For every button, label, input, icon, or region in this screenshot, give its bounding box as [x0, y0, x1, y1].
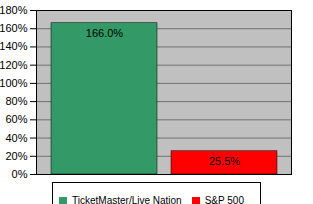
svg-text:160%: 160% [0, 22, 28, 34]
svg-text:40%: 40% [5, 132, 27, 144]
svg-text:140%: 140% [0, 40, 28, 52]
svg-text:20%: 20% [5, 150, 27, 162]
svg-text:80%: 80% [5, 95, 27, 107]
svg-text:100%: 100% [0, 77, 28, 89]
svg-text:166.0%: 166.0% [86, 27, 124, 39]
svg-text:60%: 60% [5, 113, 27, 125]
svg-text:0%: 0% [12, 168, 28, 180]
svg-text:25.5%: 25.5% [209, 155, 240, 167]
svg-text:180%: 180% [0, 4, 28, 16]
svg-text:120%: 120% [0, 59, 28, 71]
